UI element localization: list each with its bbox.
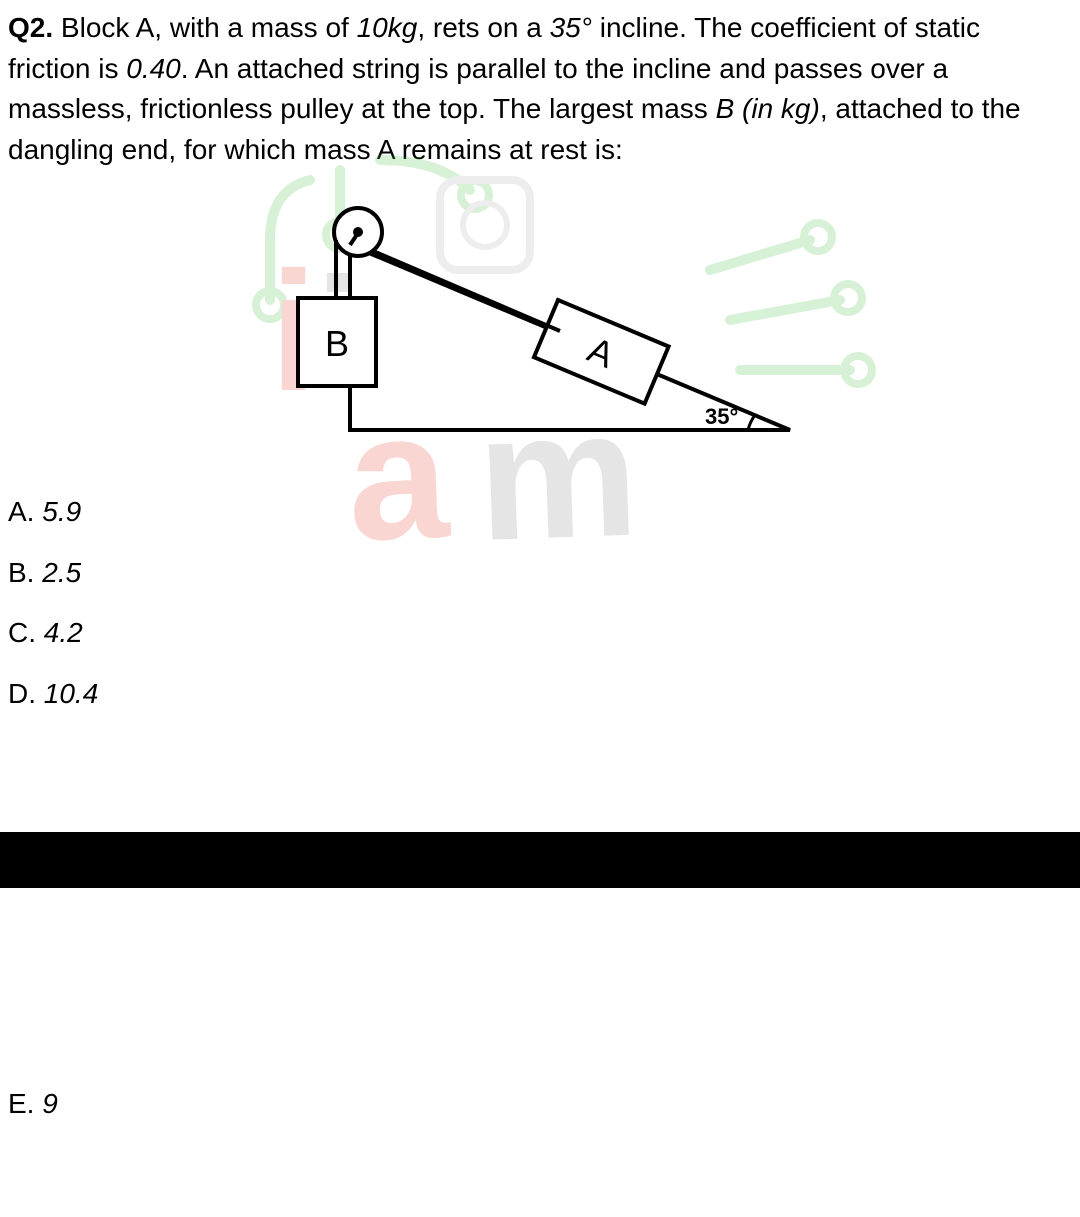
option-e[interactable]: E. 9: [0, 1088, 1080, 1120]
option-b-letter: B.: [8, 557, 34, 588]
option-d[interactable]: D. 10.4: [8, 676, 1080, 712]
incline-diagram: 35° A B: [250, 190, 830, 470]
option-b-value: 2.5: [42, 557, 81, 588]
question-label: Q2.: [8, 12, 53, 43]
text-part2: , rets on a: [417, 12, 549, 43]
angle-label: 35°: [705, 404, 738, 429]
mass-a-value: 10kg: [357, 12, 418, 43]
question-text: Q2. Block A, with a mass of 10kg, rets o…: [8, 8, 1068, 170]
separator-bar: [0, 832, 1080, 888]
option-e-letter: E.: [8, 1088, 34, 1119]
option-e-value: 9: [42, 1088, 58, 1119]
question-container: Q2. Block A, with a mass of 10kg, rets o…: [0, 0, 1080, 170]
mass-b-var: B (in kg): [716, 93, 820, 124]
angle-value: 35°: [550, 12, 592, 43]
option-b[interactable]: B. 2.5: [8, 555, 1080, 591]
friction-value: 0.40: [126, 53, 181, 84]
option-a-letter: A.: [8, 496, 34, 527]
option-c-value: 4.2: [44, 617, 83, 648]
block-b-label: B: [325, 323, 349, 364]
text-part1: Block A, with a mass of: [61, 12, 357, 43]
option-a-value: 5.9: [42, 496, 81, 527]
option-d-value: 10.4: [44, 678, 99, 709]
option-c-letter: C.: [8, 617, 36, 648]
option-d-letter: D.: [8, 678, 36, 709]
option-c[interactable]: C. 4.2: [8, 615, 1080, 651]
diagram-area: i T a m 35° A B: [0, 190, 1080, 470]
